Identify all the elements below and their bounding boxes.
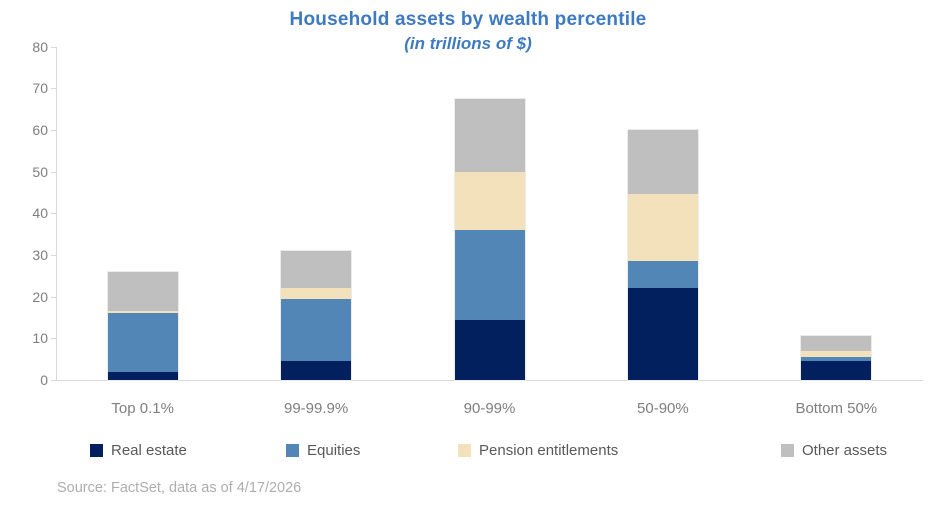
legend-item-other-assets: Other assets [781, 442, 887, 459]
y-axis-tick-label: 10 [32, 330, 48, 347]
bar-segment-other-assets [281, 250, 352, 289]
category-label: Bottom 50% [795, 400, 878, 417]
bar-segment-real-estate [627, 288, 698, 380]
bar-segment-pension-entitlements [627, 194, 698, 262]
category-label: 99-99.9% [283, 400, 349, 417]
bar-segment-real-estate [801, 361, 872, 380]
bar-segment-other-assets [454, 98, 525, 172]
bar-segment-real-estate [281, 361, 352, 380]
legend-swatch-icon [781, 444, 794, 457]
bar-top-0-1- [106, 270, 179, 381]
y-axis-tick [51, 88, 56, 90]
bar-bottom-50- [800, 335, 873, 381]
y-axis-line [56, 46, 57, 380]
legend-item-label: Equities [307, 442, 361, 459]
bar-segment-real-estate [107, 371, 178, 380]
bar-segment-other-assets [627, 129, 698, 195]
chart-subtitle-text: (in trillions of $) [404, 33, 532, 53]
y-axis-tick [51, 171, 56, 173]
legend-swatch-icon [90, 444, 103, 457]
y-axis-tick [51, 380, 56, 381]
chart-title: Household assets by wealth percentile (i… [20, 9, 916, 54]
y-axis-tick-label: 40 [32, 205, 48, 222]
bar-segment-pension-entitlements [107, 311, 178, 314]
y-axis-tick [51, 296, 56, 298]
y-axis-tick [51, 46, 56, 48]
category-label: Top 0.1% [111, 400, 174, 417]
y-axis-tick-label: 70 [32, 80, 48, 97]
bar-segment-other-assets [107, 271, 178, 312]
y-axis-tick [51, 213, 56, 215]
category-label: 90-99% [463, 400, 516, 417]
bar-segment-equities [801, 357, 872, 362]
legend-item-pension-entitlements: Pension entitlements [458, 442, 618, 459]
y-axis-tick-label: 20 [32, 288, 48, 305]
y-axis-tick [51, 254, 56, 256]
bar-90-99- [453, 97, 526, 382]
category-label: 50-90% [637, 400, 689, 417]
y-axis-tick-label: 0 [40, 372, 48, 388]
legend-item-label: Pension entitlements [479, 442, 619, 459]
legend-swatch-icon [458, 444, 471, 457]
bar-segment-real-estate [454, 319, 525, 380]
legend-item-equities: Equities [286, 442, 360, 459]
y-axis-tick [51, 338, 56, 340]
chart-title-text: Household assets by wealth percentile [289, 9, 647, 30]
legend-item-label: Real estate [111, 442, 187, 459]
x-axis-line [55, 380, 923, 381]
bar-segment-equities [281, 298, 352, 362]
y-axis-tick-label: 80 [32, 38, 48, 55]
bar-segment-equities [107, 313, 178, 372]
y-axis-tick-label: 50 [32, 163, 48, 180]
source-note: Source: FactSet, data as of 4/17/2026 [57, 480, 302, 496]
legend-item-label: Other assets [802, 442, 888, 459]
bar-segment-equities [454, 229, 525, 320]
bar-segment-pension-entitlements [454, 171, 525, 230]
bar-99-99-9- [280, 249, 353, 381]
y-axis-tick-label: 60 [32, 121, 48, 138]
y-axis-tick [51, 129, 56, 131]
bar-segment-pension-entitlements [281, 288, 352, 299]
legend-swatch-icon [286, 444, 299, 457]
y-axis-tick-label: 30 [32, 246, 48, 263]
bar-segment-pension-entitlements [801, 350, 872, 358]
bar-50-90- [626, 128, 699, 382]
legend-item-real-estate: Real estate [90, 442, 187, 459]
bar-segment-equities [627, 261, 698, 289]
bar-segment-other-assets [801, 336, 872, 351]
